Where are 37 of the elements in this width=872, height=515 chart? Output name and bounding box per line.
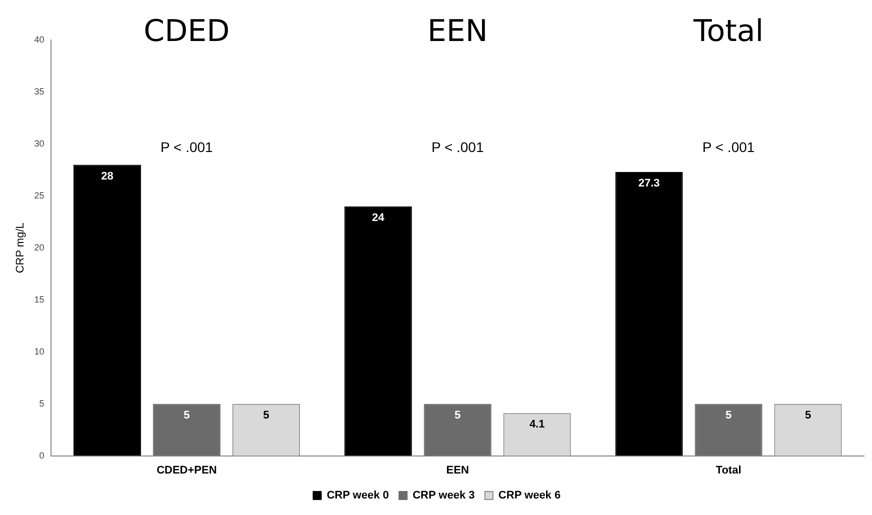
y-tick-label: 10 — [34, 346, 44, 356]
data-label: 27.3 — [638, 178, 660, 190]
annotation: P < .001 — [160, 138, 214, 155]
bar — [152, 404, 220, 456]
data-label: 5 — [184, 409, 190, 422]
y-tick-label: 40 — [34, 34, 44, 44]
x-tick-label: Total — [716, 464, 742, 476]
y-tick-label: 5 — [39, 398, 44, 408]
data-label: 5 — [804, 409, 812, 422]
annotation: P < .001 — [702, 138, 755, 155]
bar — [424, 404, 492, 456]
data-label: 5 — [263, 409, 270, 422]
data-label: 4.1 — [529, 418, 545, 431]
bar — [694, 404, 762, 456]
legend-label: CRP week 0 — [326, 490, 389, 502]
y-tick-label: 0 — [39, 450, 44, 460]
x-tick-label: EEN — [446, 464, 469, 476]
y-tick-label: 20 — [34, 242, 44, 252]
data-label: 24 — [372, 212, 386, 224]
y-tick-label: 15 — [34, 294, 44, 304]
annotation: EEN — [427, 14, 488, 49]
annotation: Total — [692, 14, 764, 49]
data-label: 5 — [725, 409, 732, 422]
data-label: 5 — [454, 409, 461, 422]
bar — [344, 206, 412, 456]
y-axis-title: CRP mg/L — [14, 222, 27, 274]
legend-label: CRP week 3 — [412, 490, 475, 502]
y-tick-label: 30 — [34, 138, 44, 148]
legend-label: CRP week 6 — [498, 490, 561, 502]
data-label: 28 — [101, 170, 114, 182]
x-tick-label: CDED+PEN — [156, 464, 217, 476]
bar — [615, 172, 683, 456]
annotation: P < .001 — [431, 138, 484, 155]
annotation: CDED — [144, 14, 230, 49]
y-tick-label: 25 — [34, 190, 44, 200]
bar — [73, 164, 141, 456]
y-tick-label: 35 — [34, 86, 44, 96]
